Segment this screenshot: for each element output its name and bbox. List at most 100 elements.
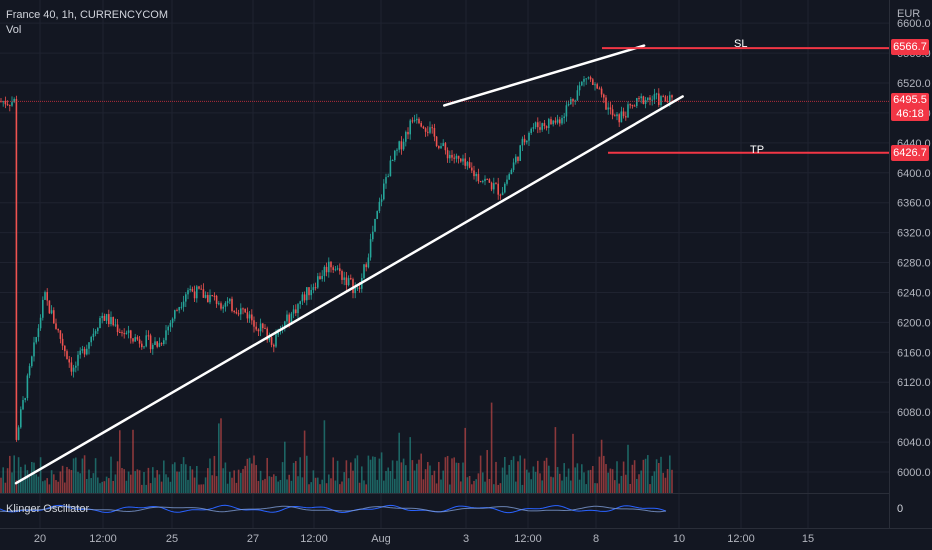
candle-body (6, 104, 9, 106)
candle-body (671, 95, 673, 98)
candle-body (479, 181, 482, 183)
candle-body (127, 330, 130, 333)
volume-bar (429, 465, 431, 493)
volume-bar (59, 471, 62, 493)
candle-body (455, 155, 458, 159)
volume-bar (66, 466, 68, 493)
candle-body (605, 97, 607, 110)
candle-body (202, 289, 205, 298)
candle-body (81, 348, 84, 351)
candle-body (420, 123, 422, 127)
candle-body (537, 122, 539, 128)
volume-bar (308, 484, 310, 493)
volume-bar (277, 481, 279, 493)
volume-bar (182, 457, 185, 493)
volume-bar (561, 480, 563, 493)
volume-bar (649, 484, 651, 493)
candle-body (484, 178, 486, 182)
volume-bar (398, 432, 400, 493)
volume-bar (616, 461, 618, 493)
volume-bar (517, 461, 519, 493)
candle-body (22, 400, 24, 410)
candle-body (275, 334, 277, 347)
candle-body (125, 332, 128, 335)
volume-bar (611, 469, 614, 493)
candle-body (499, 194, 502, 196)
candle-body (264, 328, 266, 330)
candle-body (213, 295, 216, 297)
candle-body (598, 88, 601, 90)
candle-body (391, 160, 394, 162)
volume-bar (504, 457, 506, 493)
volume-bar (644, 458, 647, 493)
volume-bar (160, 481, 163, 493)
candle-body (526, 140, 528, 143)
volume-bar (627, 444, 629, 493)
candle-body (477, 173, 480, 182)
volume-bar (28, 477, 31, 493)
volume-bar (400, 462, 403, 493)
volume-bar (323, 420, 326, 493)
volume-bar (427, 462, 429, 493)
candle-body (9, 104, 11, 106)
candle-body (90, 336, 92, 343)
candle-body (363, 264, 365, 279)
volume-bar (493, 484, 495, 493)
volume-bar (361, 466, 363, 493)
candle-body (625, 116, 627, 118)
volume-bar (365, 484, 367, 493)
candle-body (532, 127, 535, 129)
candle-body (567, 104, 570, 106)
volume-bar (460, 481, 462, 493)
oscillator-label[interactable]: Klinger Oscillator (6, 503, 90, 515)
candle-body (57, 328, 59, 331)
volume-bar (640, 470, 642, 493)
candle-body (633, 105, 636, 107)
volume-bar (246, 458, 249, 493)
volume-bar (68, 469, 70, 493)
candle-body (490, 182, 493, 190)
volume-bar (486, 450, 488, 493)
volume-bar (394, 478, 396, 493)
volume-bar (508, 464, 510, 493)
volume-bar (248, 457, 251, 493)
candle-body (521, 138, 524, 146)
volume-bar (583, 472, 585, 493)
volume-bar (475, 479, 477, 493)
volume-bar (424, 469, 427, 493)
volume-bar (57, 481, 59, 493)
volume-bar (559, 473, 561, 493)
price-tick-label: 6040.0 (897, 437, 931, 449)
candle-body (319, 276, 321, 279)
volume-bar (132, 429, 134, 493)
price-tick-label: 6080.0 (897, 407, 931, 419)
time-tick-label: 20 (34, 533, 46, 545)
volume-bar (2, 467, 4, 493)
volume-bar (121, 467, 123, 493)
candle-body (664, 96, 667, 102)
volume-bar (275, 476, 277, 493)
candle-body (132, 338, 134, 342)
volume-bar (167, 477, 169, 493)
candle-body (517, 156, 519, 161)
candle-body (312, 287, 315, 291)
volume-bar (55, 480, 57, 493)
volume-bar (222, 468, 224, 493)
candle-body (174, 310, 176, 319)
candle-body (367, 257, 370, 268)
volume-bar (501, 467, 504, 493)
volume-label[interactable]: Vol (6, 24, 22, 36)
volume-bar (607, 472, 609, 493)
volume-bar (97, 477, 99, 493)
klinger-oscillator (0, 504, 667, 514)
volume-bar (596, 483, 598, 493)
symbol-title[interactable]: France 40, 1h, CURRENCYCOM (6, 9, 168, 21)
candle-body (114, 324, 117, 326)
volume-bar (189, 466, 191, 493)
candle-body (365, 264, 367, 268)
candle-body (418, 118, 420, 124)
volume-bar (187, 479, 189, 493)
candle-body (653, 94, 656, 100)
candle-body (235, 311, 238, 314)
